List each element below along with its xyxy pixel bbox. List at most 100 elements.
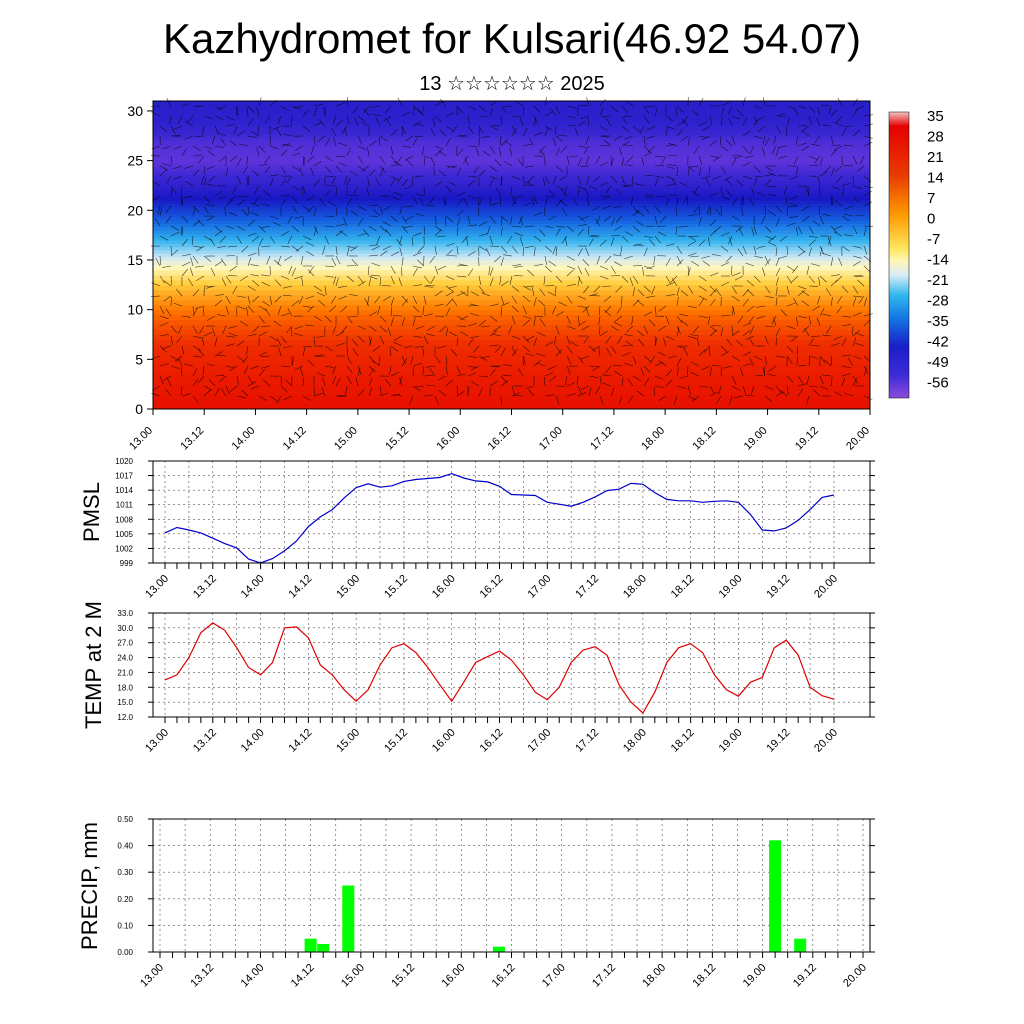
wind-barb xyxy=(610,237,615,247)
heatmap-band xyxy=(153,334,870,340)
wind-barb xyxy=(324,105,326,116)
wind-barb xyxy=(621,105,629,114)
x-tick-label: 18.00 xyxy=(640,962,668,990)
wind-barb xyxy=(574,127,579,137)
wind-barb xyxy=(478,319,487,327)
wind-barb xyxy=(437,265,447,271)
wind-barb xyxy=(533,235,542,242)
wind-barb xyxy=(579,165,590,167)
wind-barb xyxy=(307,359,315,367)
wind-barb xyxy=(236,395,246,399)
wind-barb xyxy=(218,155,227,162)
wind-barb xyxy=(456,217,461,227)
heatmap-band xyxy=(153,404,870,410)
wind-barb xyxy=(250,385,260,390)
wind-barb xyxy=(742,161,752,167)
wind-barb xyxy=(252,295,260,303)
wind-barb xyxy=(583,335,590,344)
wind-barb xyxy=(639,125,645,135)
wind-barb xyxy=(177,115,183,125)
wind-barb xyxy=(778,255,788,259)
wind-barb xyxy=(195,265,205,268)
wind-barb xyxy=(246,155,249,165)
wind-barb xyxy=(280,198,287,207)
wind-barb xyxy=(481,292,491,297)
wind-barb xyxy=(494,159,502,167)
wind-barb xyxy=(548,260,557,267)
wind-barb xyxy=(797,383,807,387)
wind-barb xyxy=(176,288,183,297)
wind-barb xyxy=(680,135,689,142)
wind-barb xyxy=(801,145,810,152)
wind-barb xyxy=(729,395,733,405)
wind-barb xyxy=(731,272,741,277)
wind-barb xyxy=(404,155,414,161)
wind-barb xyxy=(379,135,388,142)
wind-barb xyxy=(489,215,496,224)
wind-barb xyxy=(390,345,399,352)
wind-barb xyxy=(353,185,359,195)
wind-barb xyxy=(368,254,379,257)
wind-barb xyxy=(185,181,194,187)
wind-barb xyxy=(423,394,433,397)
wind-barb xyxy=(555,285,557,296)
wind-barb xyxy=(726,338,733,347)
wind-barb xyxy=(643,115,650,124)
wind-barb xyxy=(841,187,845,197)
wind-barb xyxy=(285,379,293,387)
wind-barb xyxy=(588,345,596,353)
x-tick-label: 14.12 xyxy=(287,573,315,601)
wind-barb xyxy=(852,98,859,107)
wind-barb xyxy=(701,175,711,180)
wind-barb xyxy=(478,275,482,285)
colorbar-tick-label: 14 xyxy=(927,170,944,187)
wind-barb xyxy=(277,255,282,265)
temp-x-axis: 13.00 13.12 14.00 14.12 15.00 15.12 16.00 16.12… xyxy=(143,717,840,755)
wind-barb xyxy=(665,379,673,387)
wind-barb xyxy=(324,285,327,295)
wind-barb xyxy=(580,115,590,120)
wind-barb xyxy=(665,257,671,267)
wind-barb xyxy=(456,209,465,217)
wind-barb xyxy=(291,165,300,172)
wind-barb xyxy=(261,245,271,248)
wind-barb xyxy=(816,117,821,127)
wind-barb xyxy=(542,177,546,187)
wind-barb xyxy=(258,315,265,324)
wind-barb xyxy=(758,125,766,133)
precip-bar xyxy=(317,944,330,952)
wind-barb xyxy=(366,187,370,197)
wind-barb xyxy=(511,125,517,135)
wind-barb xyxy=(316,372,326,377)
wind-barb xyxy=(368,387,373,397)
wind-barb xyxy=(201,175,205,185)
wind-barb xyxy=(814,135,821,144)
x-tick-label: 15.12 xyxy=(382,573,410,601)
wind-barb xyxy=(313,179,321,187)
wind-barb xyxy=(668,355,678,359)
wind-barb xyxy=(264,155,271,164)
wind-barb xyxy=(720,107,725,117)
wind-barb xyxy=(511,127,517,137)
wind-barb xyxy=(478,245,487,252)
wind-barb xyxy=(613,321,623,327)
wind-barb xyxy=(635,183,645,187)
wind-barb xyxy=(346,245,356,249)
wind-barb xyxy=(742,385,747,395)
wind-barb xyxy=(445,307,451,317)
wind-barb xyxy=(250,274,260,277)
wind-barb xyxy=(592,365,601,372)
wind-barb xyxy=(229,140,238,147)
heatmap-band xyxy=(153,150,870,155)
wind-barb xyxy=(357,275,364,284)
wind-barb xyxy=(658,305,667,312)
wind-barb xyxy=(811,143,821,147)
wind-barb xyxy=(335,186,337,197)
wind-barb xyxy=(577,265,583,275)
wind-barb xyxy=(559,175,568,181)
wind-barb xyxy=(225,335,235,338)
wind-barb xyxy=(737,248,744,257)
wind-barb xyxy=(613,261,623,267)
wind-barb xyxy=(577,228,584,237)
wind-barb xyxy=(430,275,436,284)
